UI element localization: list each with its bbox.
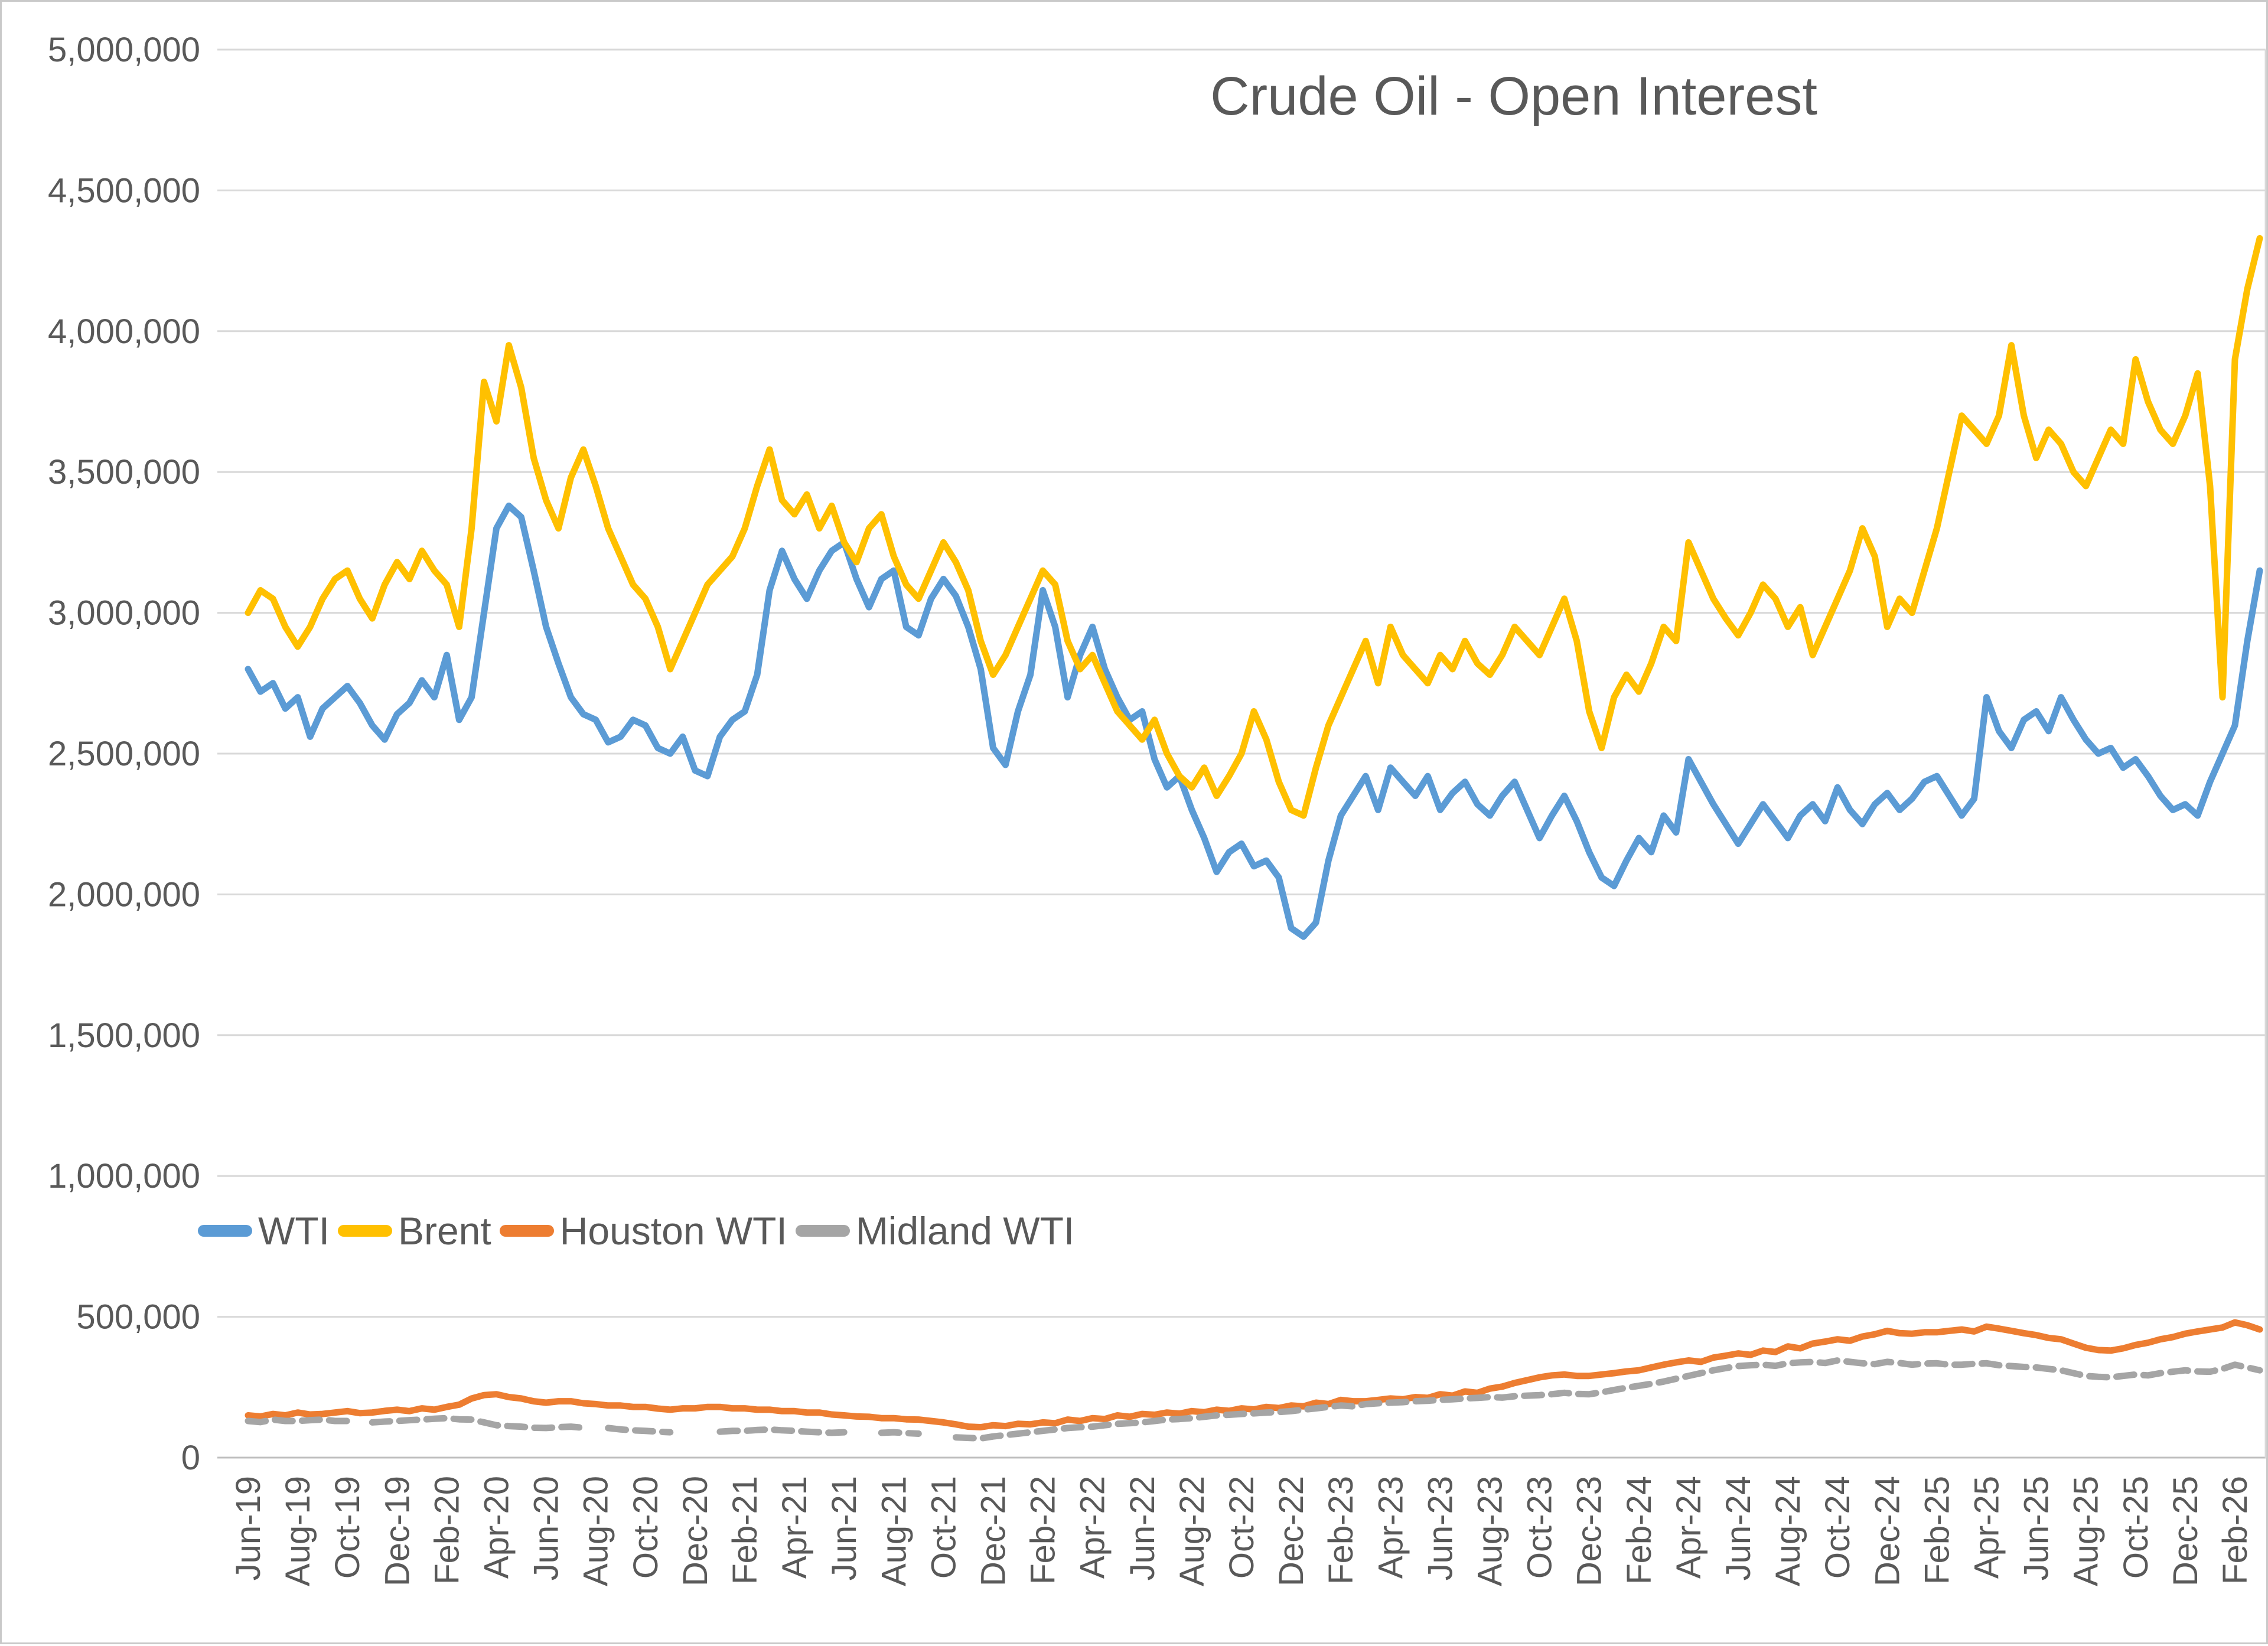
x-tick-label: Oct-25 xyxy=(2117,1476,2155,1579)
y-tick-label: 1,500,000 xyxy=(48,1016,200,1055)
x-tick-label: Oct-22 xyxy=(1223,1476,1261,1579)
y-tick-label: 4,000,000 xyxy=(48,312,200,351)
x-tick-label: Jun-23 xyxy=(1421,1476,1459,1580)
x-tick-label: Aug-19 xyxy=(279,1476,317,1586)
y-tick-label: 2,000,000 xyxy=(48,875,200,914)
midland-wti-line xyxy=(716,1426,848,1436)
x-tick-label: Dec-19 xyxy=(378,1476,416,1586)
x-tick-label: Oct-20 xyxy=(627,1476,665,1579)
y-tick-label: 3,000,000 xyxy=(48,594,200,633)
x-tick-label: Apr-23 xyxy=(1371,1476,1410,1579)
x-tick-label: Oct-19 xyxy=(328,1476,367,1579)
y-tick-label: 1,000,000 xyxy=(48,1157,200,1195)
x-tick-label: Feb-21 xyxy=(726,1476,764,1585)
chart-title: Crude Oil - Open Interest xyxy=(1210,66,1817,126)
x-tick-label: Feb-20 xyxy=(428,1476,466,1585)
legend-item-houston-wti[interactable]: Houston WTI xyxy=(499,1209,787,1253)
legend-swatch-brent xyxy=(337,1225,392,1237)
legend-swatch-wti xyxy=(198,1225,252,1237)
midland-wti-line xyxy=(878,1429,922,1437)
x-tick-label: Jun-25 xyxy=(2018,1476,2056,1580)
x-tick-label: Dec-24 xyxy=(1868,1476,1907,1586)
houston-wti-line xyxy=(245,1319,2263,1430)
x-tick-label: Aug-22 xyxy=(1173,1476,1211,1586)
x-tick-label: Feb-26 xyxy=(2216,1476,2254,1585)
x-tick-label: Oct-23 xyxy=(1521,1476,1559,1579)
y-tick-label: 3,500,000 xyxy=(48,453,200,491)
x-tick-label: Apr-21 xyxy=(775,1476,814,1579)
x-tick-label: Aug-20 xyxy=(577,1476,615,1586)
midland-wti-line xyxy=(605,1425,674,1436)
legend-swatch-houston-wti xyxy=(499,1225,554,1237)
brent-line xyxy=(245,235,2263,819)
legend-swatch-midland-wti xyxy=(795,1225,850,1237)
legend-item-wti[interactable]: WTI xyxy=(198,1211,330,1250)
x-tick-label: Dec-22 xyxy=(1272,1476,1311,1586)
x-tick-label: Jun-24 xyxy=(1719,1476,1758,1580)
midland-wti-line xyxy=(245,1416,351,1426)
x-tick-label: Apr-20 xyxy=(478,1476,516,1579)
x-tick-label: Dec-20 xyxy=(676,1476,715,1586)
x-tick-label: Oct-21 xyxy=(924,1476,963,1579)
y-tick-label: 0 xyxy=(181,1439,200,1477)
y-tick-label: 2,500,000 xyxy=(48,735,200,773)
x-tick-label: Dec-23 xyxy=(1570,1476,1609,1586)
x-tick-label: Jun-21 xyxy=(825,1476,863,1580)
wti-line xyxy=(245,502,2263,940)
x-tick-label: Apr-22 xyxy=(1074,1476,1112,1579)
x-tick-label: Jun-22 xyxy=(1123,1476,1162,1580)
legend-label-wti: WTI xyxy=(258,1209,330,1253)
legend-item-midland-wti[interactable]: Midland WTI xyxy=(795,1209,1075,1253)
legend-item-brent[interactable]: Brent xyxy=(337,1209,491,1253)
y-tick-label: 4,500,000 xyxy=(48,171,200,210)
legend-label-houston-wti: Houston WTI xyxy=(559,1209,787,1253)
legend-label-midland-wti: Midland WTI xyxy=(855,1209,1075,1253)
x-tick-label: Feb-22 xyxy=(1024,1476,1063,1585)
x-tick-label: Apr-25 xyxy=(1968,1476,2006,1579)
legend: WTI Brent Houston WTI Midland WTI xyxy=(198,1211,1074,1250)
x-tick-label: Aug-23 xyxy=(1471,1476,1510,1586)
x-tick-label: Jun-20 xyxy=(527,1476,566,1580)
x-tick-label: Oct-24 xyxy=(1819,1476,1857,1579)
midland-wti-line xyxy=(952,1357,2263,1442)
x-tick-label: Dec-21 xyxy=(975,1476,1013,1586)
x-tick-label: Jun-19 xyxy=(229,1476,268,1580)
x-tick-label: Aug-25 xyxy=(2067,1476,2106,1586)
x-tick-label: Feb-25 xyxy=(1918,1476,1956,1585)
x-tick-label: Feb-23 xyxy=(1322,1476,1360,1585)
x-tick-label: Dec-25 xyxy=(2166,1476,2205,1586)
x-tick-label: Aug-21 xyxy=(875,1476,913,1586)
x-tick-label: Apr-24 xyxy=(1670,1476,1708,1579)
y-tick-label: 5,000,000 xyxy=(48,31,200,69)
midland-wti-line xyxy=(369,1414,587,1432)
y-tick-label: 500,000 xyxy=(76,1298,200,1337)
x-tick-label: Aug-24 xyxy=(1769,1476,1807,1586)
x-tick-label: Feb-24 xyxy=(1620,1476,1658,1585)
legend-label-brent: Brent xyxy=(397,1209,491,1253)
